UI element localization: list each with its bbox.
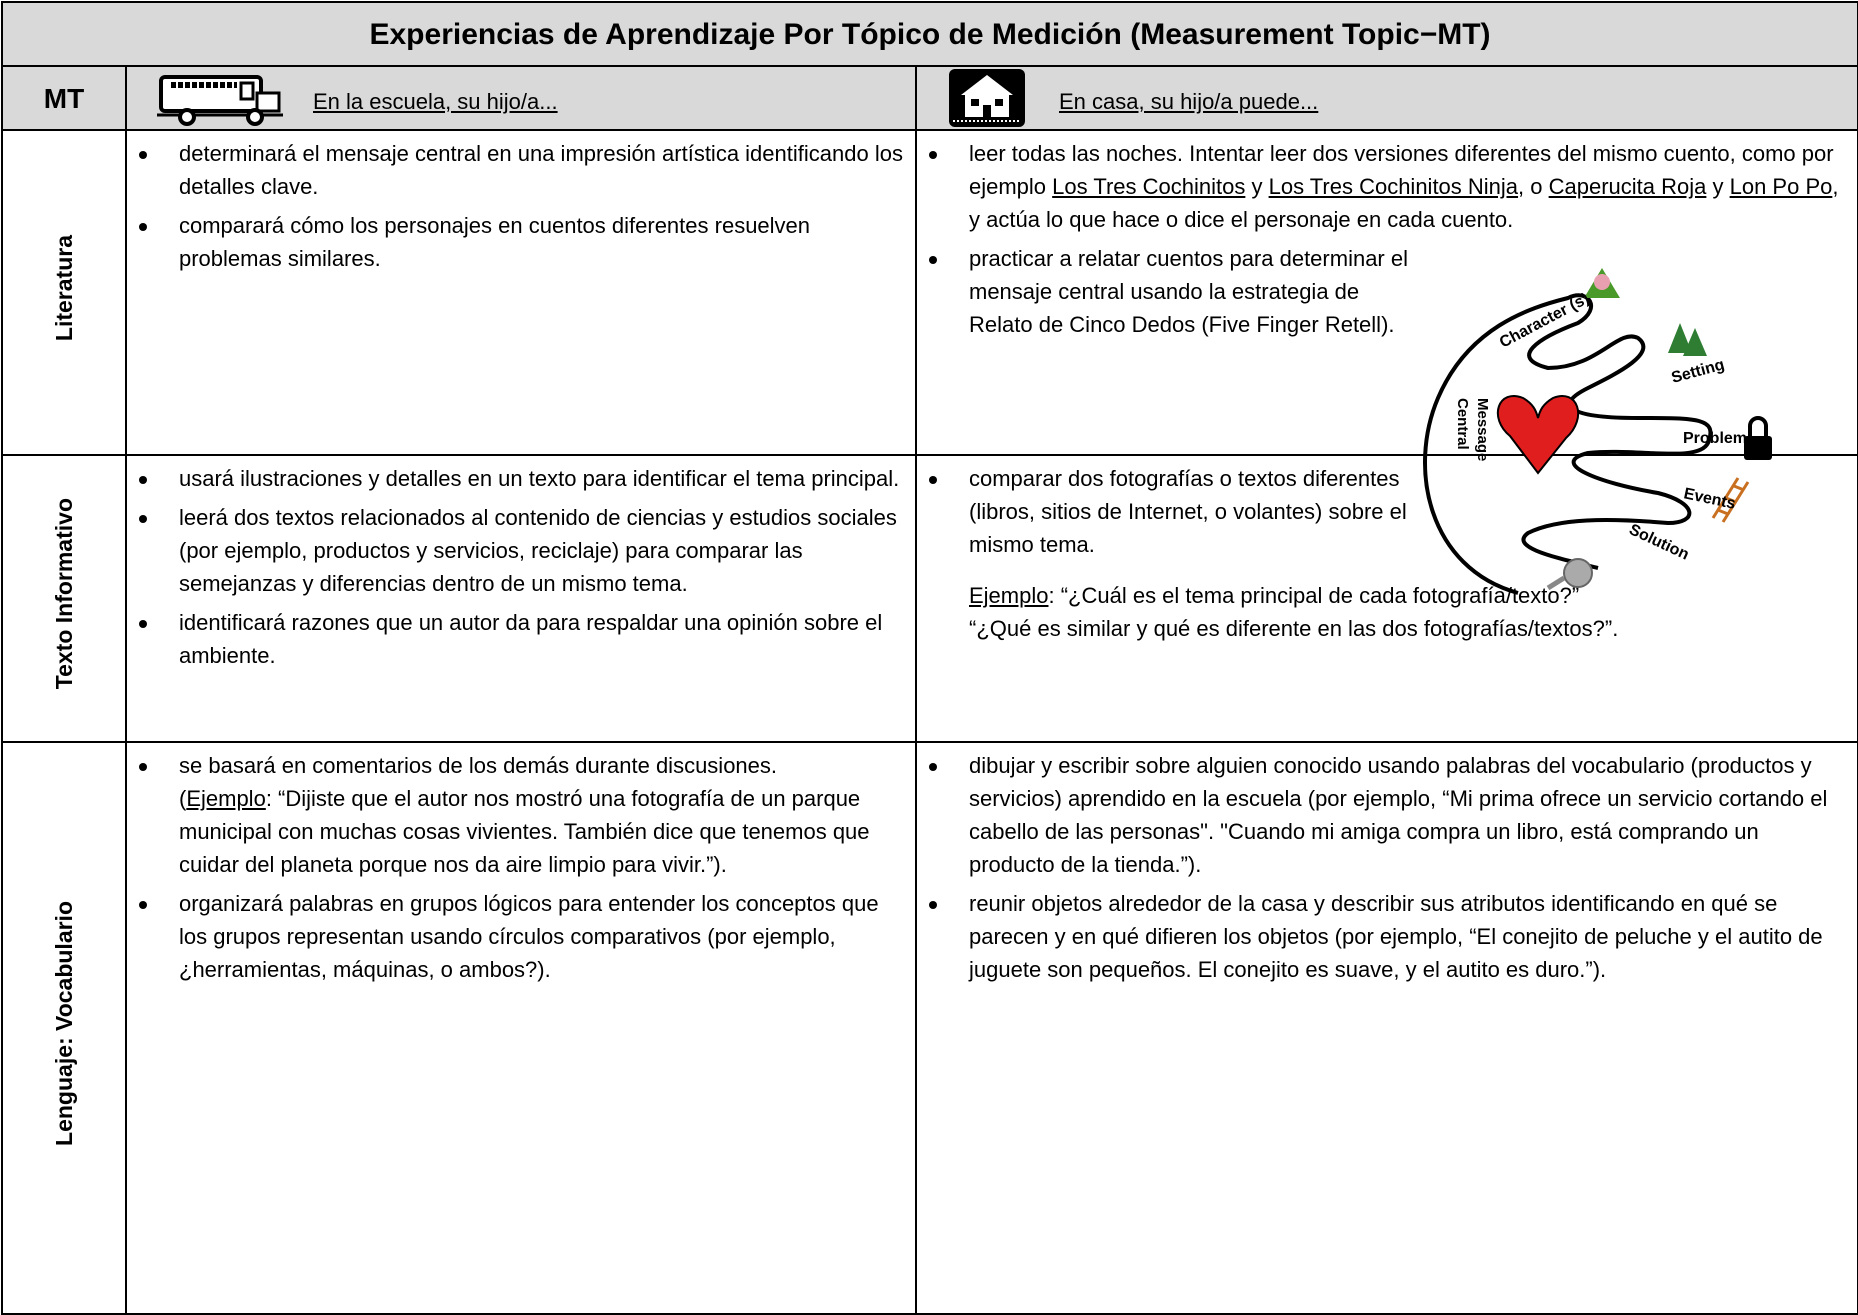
text-run: : “Dijiste que el autor nos mostró una f…: [179, 786, 870, 877]
text-run: usará ilustraciones y detalles en un tex…: [179, 466, 900, 491]
text-run: identificará razones que un autor da par…: [179, 610, 883, 668]
paragraph: “¿Qué es similar y qué es diferente en l…: [969, 612, 1847, 645]
text-run: Los Tres Cochinitos Ninja: [1268, 174, 1519, 199]
text-run: : “¿Cuál es el tema principal de cada fo…: [1048, 583, 1580, 608]
text-run: leer todas las noches. Intentar leer dos…: [969, 141, 1834, 199]
paragraph: (Ejemplo: “Dijiste que el autor nos most…: [179, 782, 905, 881]
bullet-item: se basará en comentarios de los demás du…: [127, 743, 915, 881]
bullet-item: comparará cómo los personajes en cuentos…: [127, 203, 915, 275]
diagram-label: Problem: [1683, 430, 1747, 447]
home-cell: leer todas las noches. Intentar leer dos…: [914, 129, 1858, 456]
bullet-item: dibujar y escribir sobre alguien conocid…: [917, 743, 1857, 881]
ladder: [1711, 477, 1750, 523]
paragraph: reunir objetos alrededor de la casa y de…: [969, 887, 1847, 986]
text-run: y: [1706, 174, 1730, 199]
tree: [1683, 328, 1707, 356]
key: [1563, 558, 1593, 588]
paragraph: determinará el mensaje central en una im…: [179, 137, 905, 203]
example-note: Ejemplo: “¿Cuál es el tema principal de …: [917, 561, 1857, 645]
paragraph: comparará cómo los personajes en cuentos…: [179, 209, 905, 275]
home-header-text: En casa, su hijo/a puede...: [1059, 89, 1319, 114]
five-finger-diagram: Character (s)SettingProblemEventsSolutio…: [1423, 268, 1772, 595]
text-run: , o: [1518, 174, 1549, 199]
text-run: Ejemplo: [969, 583, 1049, 608]
bullet-item: organizará palabras en grupos lógicos pa…: [127, 881, 915, 986]
diagram-label: Events: [1682, 485, 1737, 513]
text-run: Lon Po Po: [1729, 174, 1833, 199]
bullet-item: leer todas las noches. Intentar leer dos…: [917, 131, 1857, 236]
text-run: organizará palabras en grupos lógicos pa…: [179, 891, 879, 982]
bullet-item: reunir objetos alrededor de la casa y de…: [917, 881, 1857, 986]
school-cell: se basará en comentarios de los demás du…: [125, 741, 917, 1315]
tree: [1668, 323, 1692, 353]
text-run: Los Tres Cochinitos: [1052, 174, 1246, 199]
bullet-item: determinará el mensaje central en una im…: [127, 131, 915, 203]
topic-cell: Literatura: [1, 129, 127, 456]
diagram-label: Solution: [1626, 521, 1691, 563]
diagram-label: Message: [1474, 398, 1491, 461]
paragraph: Ejemplo: “¿Cuál es el tema principal de …: [969, 579, 1847, 612]
paragraph: leer todas las noches. Intentar leer dos…: [969, 137, 1847, 236]
text-run: dibujar y escribir sobre alguien conocid…: [969, 753, 1828, 877]
title: Experiencias de Aprendizaje Por Tópico d…: [0, 1, 1858, 67]
pig: [1594, 274, 1610, 290]
text-run: y: [1245, 174, 1269, 199]
diagram-label: Central: [1454, 398, 1471, 450]
text-run: se basará en comentarios de los demás du…: [179, 753, 778, 778]
diagram-label: Setting: [1670, 356, 1727, 386]
bullet-item: usará ilustraciones y detalles en un tex…: [127, 456, 915, 495]
topic-cell: Lenguaje: Vocabulario: [1, 741, 127, 1315]
text-run: (: [179, 786, 187, 811]
text-run: comparar dos fotografías o textos difere…: [969, 466, 1407, 557]
topic-label: Literatura: [50, 234, 77, 342]
mt-header: MT: [1, 65, 127, 131]
bullet-item: comparar dos fotografías o textos difere…: [917, 456, 1449, 561]
paragraph: dibujar y escribir sobre alguien conocid…: [969, 749, 1847, 881]
school-cell: usará ilustraciones y detalles en un tex…: [125, 454, 917, 743]
text-run: Caperucita Roja: [1548, 174, 1707, 199]
school-header-text: En la escuela, su hijo/a...: [313, 89, 558, 114]
house-icon: [949, 69, 1025, 127]
paragraph: practicar a relatar cuentos para determi…: [969, 242, 1409, 341]
topic-label: Lenguaje: Vocabulario: [50, 901, 77, 1146]
text-run: comparará cómo los personajes en cuentos…: [179, 213, 811, 271]
text-run: reunir objetos alrededor de la casa y de…: [969, 891, 1823, 982]
text-run: Ejemplo: [186, 786, 266, 811]
home-header: En casa, su hijo/a puede...: [914, 65, 1858, 131]
text-run: “¿Qué es similar y qué es diferente en l…: [969, 616, 1619, 641]
paragraph: organizará palabras en grupos lógicos pa…: [179, 887, 905, 986]
school-cell: determinará el mensaje central en una im…: [125, 129, 917, 456]
bullet-item: leerá dos textos relacionados al conteni…: [127, 495, 915, 600]
text-run: leerá dos textos relacionados al conteni…: [179, 505, 897, 596]
home-cell: comparar dos fotografías o textos difere…: [914, 454, 1858, 743]
paragraph: leerá dos textos relacionados al conteni…: [179, 501, 905, 600]
home-cell: dibujar y escribir sobre alguien conocid…: [914, 741, 1858, 1315]
text-run: practicar a relatar cuentos para determi…: [969, 246, 1408, 337]
paragraph: identificará razones que un autor da par…: [179, 606, 905, 672]
topic-label: Texto Informativo: [50, 498, 77, 690]
paragraph: usará ilustraciones y detalles en un tex…: [179, 462, 905, 495]
paragraph: comparar dos fotografías o textos difere…: [969, 462, 1439, 561]
school-header: En la escuela, su hijo/a...: [125, 65, 917, 131]
bullet-item: practicar a relatar cuentos para determi…: [917, 236, 1419, 341]
text-run: , y actúa lo que hace o dice el personaj…: [969, 174, 1839, 232]
lock-shackle: [1748, 416, 1768, 436]
bus-icon: [157, 75, 283, 126]
text-run: determinará el mensaje central en una im…: [179, 141, 903, 199]
paragraph: se basará en comentarios de los demás du…: [179, 749, 905, 782]
topic-cell: Texto Informativo: [1, 454, 127, 743]
heart: [1496, 395, 1580, 475]
bullet-item: identificará razones que un autor da par…: [127, 600, 915, 672]
key-shaft: [1546, 575, 1566, 591]
lock: [1744, 436, 1772, 460]
